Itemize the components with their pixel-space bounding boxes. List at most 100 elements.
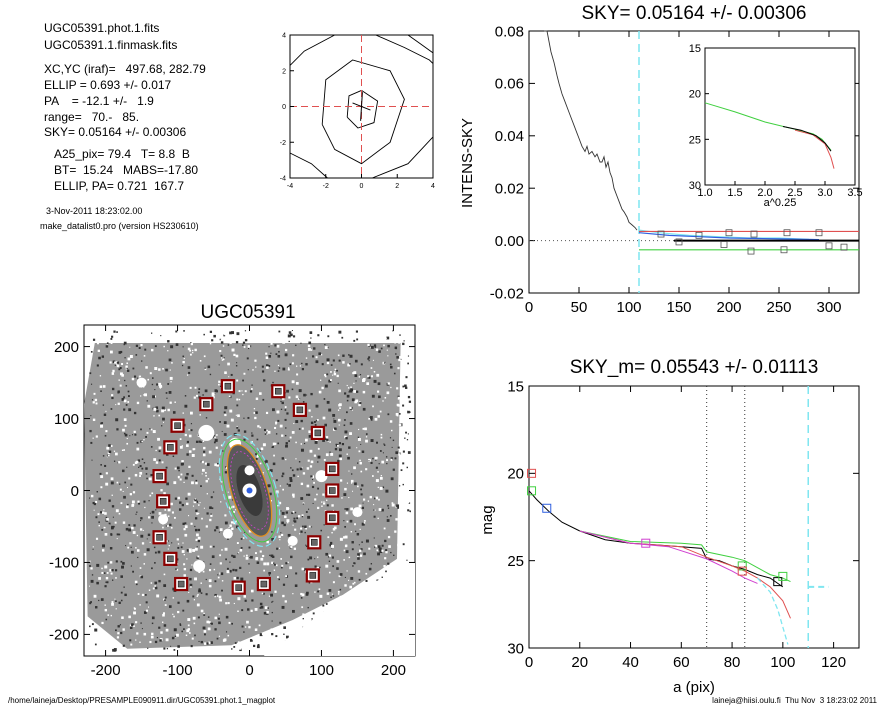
noise-speck: [358, 549, 362, 552]
noise-speck: [105, 576, 109, 580]
noise-speck: [400, 358, 402, 360]
noise-speck: [326, 339, 329, 341]
noise-speck: [111, 526, 114, 530]
noise-speck: [184, 476, 188, 480]
noise-speck: [326, 504, 329, 507]
noise-speck: [254, 359, 257, 362]
noise-speck: [95, 402, 98, 405]
noise-speck: [244, 330, 247, 332]
noise-speck: [220, 501, 222, 503]
noise-speck: [336, 567, 339, 570]
noise-speck: [386, 336, 390, 340]
contour-line: [321, 59, 405, 165]
noise-speck: [302, 617, 304, 620]
noise-speck: [272, 381, 274, 384]
noise-speck: [133, 607, 136, 610]
noise-speck: [133, 524, 136, 527]
inset-xtick-label: 2.0: [757, 187, 772, 199]
noise-speck: [140, 440, 143, 443]
contour-xtick-label: 0: [360, 183, 364, 190]
noise-speck: [317, 590, 320, 593]
noise-speck: [281, 605, 285, 609]
noise-speck: [368, 460, 370, 462]
contour-xtick-label: -4: [287, 183, 293, 190]
noise-speck: [231, 499, 234, 501]
contour-xtick-label: 2: [395, 183, 399, 190]
noise-speck: [339, 407, 341, 409]
noise-speck: [296, 373, 299, 376]
noise-speck: [346, 482, 349, 484]
noise-speck: [134, 433, 137, 436]
inset-ytick-label: 25: [689, 134, 701, 146]
noise-speck: [381, 544, 384, 547]
noise-speck: [118, 512, 121, 515]
noise-speck: [123, 432, 126, 435]
noise-speck: [349, 333, 353, 337]
noise-speck: [241, 390, 243, 392]
noise-speck: [172, 597, 175, 599]
noise-speck: [386, 459, 388, 462]
noise-speck: [140, 428, 142, 431]
noise-speck: [360, 493, 363, 496]
ellipticity: ELLIP = 0.693 +/- 0.017: [44, 78, 172, 92]
noise-speck: [384, 557, 387, 560]
noise-speck: [354, 482, 357, 486]
noise-speck: [107, 454, 110, 457]
noise-speck: [220, 341, 224, 344]
noise-speck: [132, 491, 136, 494]
noise-speck: [333, 372, 337, 376]
noise-speck: [344, 576, 346, 579]
noise-speck: [194, 498, 196, 500]
noise-speck: [368, 547, 371, 550]
noise-speck: [90, 415, 92, 417]
noise-speck: [406, 559, 408, 561]
noise-speck: [155, 509, 157, 511]
noise-speck: [352, 490, 354, 492]
noise-speck: [174, 401, 176, 403]
noise-speck: [349, 354, 353, 358]
noise-speck: [192, 549, 196, 552]
noise-speck: [196, 556, 199, 559]
noise-speck: [100, 464, 102, 466]
noise-speck: [193, 599, 196, 601]
bt-mabs: BT= 15.24 MABS=-17.80: [54, 163, 199, 177]
noise-speck: [182, 522, 185, 525]
noise-speck: [104, 434, 107, 437]
noise-speck: [110, 477, 114, 481]
noise-speck: [349, 585, 353, 589]
noise-speck: [285, 511, 288, 514]
noise-speck: [361, 506, 365, 510]
sky-box-core: [275, 387, 282, 395]
noise-speck: [169, 376, 173, 380]
noise-speck: [199, 414, 201, 416]
noise-speck: [376, 579, 379, 582]
noise-speck: [175, 330, 178, 333]
noise-speck: [168, 358, 172, 362]
noise-speck: [183, 553, 185, 556]
noise-speck: [138, 466, 140, 468]
contour-line: [407, 34, 434, 54]
galaxy-xtick-label: 100: [309, 662, 334, 679]
noise-speck: [135, 354, 138, 356]
noise-speck: [275, 421, 278, 424]
noise-speck: [165, 466, 168, 469]
noise-speck: [356, 338, 359, 341]
noise-speck: [272, 445, 274, 448]
noise-speck: [105, 581, 107, 583]
noise-speck: [293, 547, 297, 550]
noise-speck: [406, 523, 409, 526]
noise-speck: [358, 450, 361, 453]
noise-speck: [158, 512, 162, 515]
galaxy-title: UGC05391: [200, 302, 295, 323]
intensity-ytick-label: 0.02: [495, 180, 524, 197]
noise-speck: [111, 396, 114, 400]
noise-speck: [98, 497, 102, 501]
noise-speck: [354, 523, 357, 526]
noise-speck: [194, 517, 198, 520]
noise-speck: [325, 564, 329, 568]
noise-speck: [352, 582, 355, 585]
intensity-ytick-label: 0.00: [495, 233, 524, 250]
noise-speck: [165, 628, 169, 632]
noise-speck: [324, 333, 328, 337]
noise-speck: [224, 547, 228, 551]
